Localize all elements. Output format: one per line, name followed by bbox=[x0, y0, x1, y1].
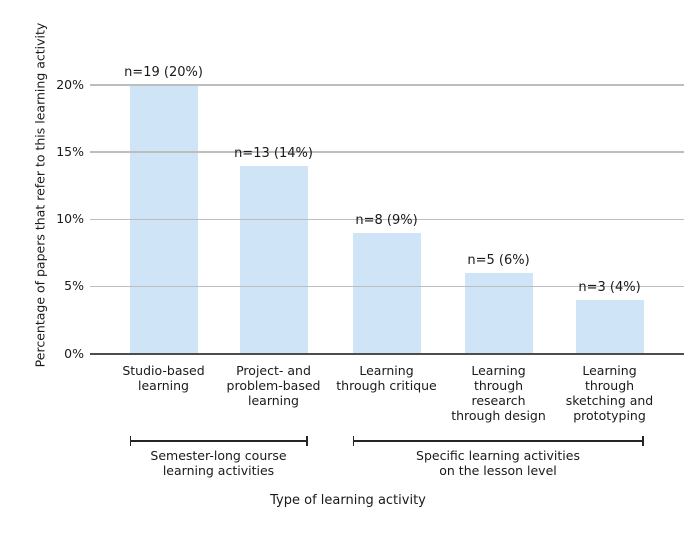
group-bracket-label-line: learning activities bbox=[162, 463, 275, 478]
x-category-label: Learning through research through design bbox=[439, 363, 559, 423]
bar bbox=[239, 165, 308, 354]
gridline bbox=[90, 285, 684, 288]
x-category-label-line: research bbox=[471, 393, 526, 408]
x-category-label-line: through bbox=[473, 378, 524, 393]
x-category-label-line: problem-based bbox=[226, 378, 321, 393]
x-category-label-line: Learning bbox=[471, 363, 526, 378]
y-tick-label: 0% bbox=[64, 345, 84, 361]
x-category-label-line: Learning bbox=[582, 363, 637, 378]
group-bracket-label-line: Semester-long course bbox=[150, 448, 287, 463]
group-bracket-label: Semester-long course learning activities bbox=[109, 448, 329, 478]
x-category-label: Studio-based learning bbox=[104, 363, 224, 393]
x-category-label: Project- and problem-based learning bbox=[214, 363, 334, 408]
y-tick-label: 10% bbox=[56, 211, 84, 227]
x-category-label: Learning through critique bbox=[327, 363, 447, 393]
gridline bbox=[90, 151, 684, 153]
bar bbox=[352, 232, 421, 354]
group-bracket bbox=[352, 440, 644, 442]
x-category-label-line: Studio-based bbox=[122, 363, 205, 378]
x-category-label-line: through critique bbox=[336, 378, 437, 393]
bar-value-label: n=8 (9%) bbox=[355, 212, 418, 228]
x-axis-line bbox=[90, 352, 684, 355]
bar-value-label: n=19 (20%) bbox=[124, 65, 203, 80]
x-category-label-line: through design bbox=[451, 408, 546, 423]
x-category-label-line: Learning bbox=[359, 363, 414, 378]
x-axis-title: Type of learning activity bbox=[270, 493, 426, 508]
x-category-label-line: Project- and bbox=[236, 363, 311, 378]
bar-value-label: n=13 (14%) bbox=[234, 145, 313, 161]
x-category-label: Learning through sketching and prototyping bbox=[550, 363, 670, 423]
x-category-label-line: through bbox=[584, 378, 635, 393]
y-tick-label: 20% bbox=[56, 77, 84, 92]
group-bracket-label: Specific learning activities on the lesso… bbox=[388, 448, 608, 478]
group-bracket-end-tick bbox=[129, 436, 131, 446]
bar bbox=[575, 299, 644, 354]
y-tick-label: 5% bbox=[64, 278, 84, 294]
bar-value-label: n=3 (4%) bbox=[578, 279, 641, 295]
x-category-label-line: learning bbox=[248, 393, 299, 408]
y-axis-title: Percentage of papers that refer to this … bbox=[32, 22, 48, 368]
group-bracket-end-tick bbox=[306, 436, 308, 446]
group-bracket-label-line: Specific learning activities bbox=[416, 448, 580, 463]
gridline bbox=[90, 84, 684, 86]
x-category-label-line: learning bbox=[138, 378, 189, 393]
x-category-label-line: prototyping bbox=[573, 408, 646, 423]
group-bracket-label-line: on the lesson level bbox=[439, 463, 557, 478]
group-bracket-end-tick bbox=[642, 436, 644, 446]
x-category-label-line: sketching and bbox=[565, 393, 654, 408]
y-tick-label: 15% bbox=[56, 144, 84, 160]
gridline bbox=[90, 218, 684, 220]
group-bracket-end-tick bbox=[352, 436, 354, 446]
group-bracket bbox=[129, 440, 308, 442]
bar-value-label: n=5 (6%) bbox=[467, 252, 530, 268]
